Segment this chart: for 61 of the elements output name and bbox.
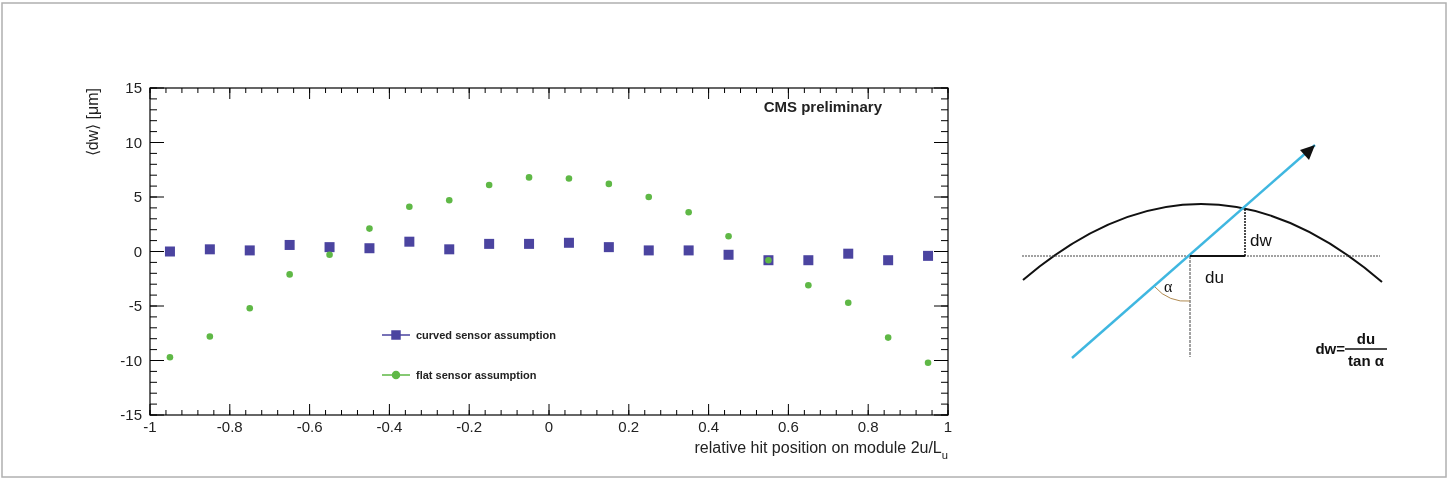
x-axis-title: relative hit position on module 2u/L$_{u}$ [694, 439, 948, 461]
x-tick-label: -1 [143, 418, 157, 435]
legend-label: flat sensor assumption [416, 369, 537, 381]
x-tick-label: 0.2 [618, 418, 640, 435]
y-tick-label: 0 [133, 242, 142, 260]
y-tick-label: -10 [120, 351, 142, 369]
point [364, 243, 375, 254]
y-tick-label: 10 [125, 133, 142, 151]
point [406, 203, 413, 211]
legend-label: curved sensor assumption [416, 329, 557, 341]
x-tick-label: 0.8 [857, 418, 879, 435]
point [204, 244, 215, 255]
x-tick-label: -0.8 [216, 418, 243, 435]
x-tick-label: 0.4 [698, 418, 720, 435]
point [246, 304, 254, 312]
point [603, 242, 614, 253]
x-tick-label: -0.2 [456, 418, 483, 435]
point [164, 246, 175, 257]
point [485, 181, 493, 189]
point [843, 248, 854, 259]
y-tick-label: 15 [125, 79, 142, 96]
x-tick-label: 0 [544, 418, 554, 435]
point [524, 238, 535, 249]
point [844, 299, 852, 307]
point [683, 245, 694, 256]
point [525, 174, 533, 181]
point [725, 232, 732, 240]
x-tick-label: -0.4 [376, 418, 403, 435]
point [366, 225, 373, 232]
point [166, 353, 174, 361]
point [286, 271, 293, 278]
x-tick-label: 0.6 [777, 418, 799, 435]
y-tick-label: 5 [133, 188, 142, 205]
point [445, 196, 453, 204]
point [645, 193, 653, 201]
point [723, 249, 734, 260]
x-tick-label: 1 [943, 418, 953, 435]
point [605, 180, 613, 188]
y-tick-label: -5 [128, 297, 142, 314]
point [565, 175, 573, 182]
point [884, 334, 892, 341]
point [244, 245, 255, 256]
y-tick-label: -15 [120, 406, 142, 423]
y-axis-title: ⟨dw⟩ [μm] [84, 88, 101, 157]
annotation: CMS preliminary [763, 98, 883, 115]
point [324, 242, 335, 253]
point [883, 255, 894, 266]
point [803, 255, 814, 266]
point [805, 281, 812, 289]
point [924, 359, 932, 366]
point [444, 244, 455, 255]
point [643, 245, 654, 256]
point [206, 333, 214, 340]
point [284, 239, 295, 250]
point [404, 236, 415, 247]
point [484, 238, 495, 249]
point [326, 251, 333, 259]
x-tick-label: -0.6 [296, 418, 323, 435]
point [563, 237, 574, 248]
point [923, 250, 934, 261]
point [685, 208, 692, 216]
